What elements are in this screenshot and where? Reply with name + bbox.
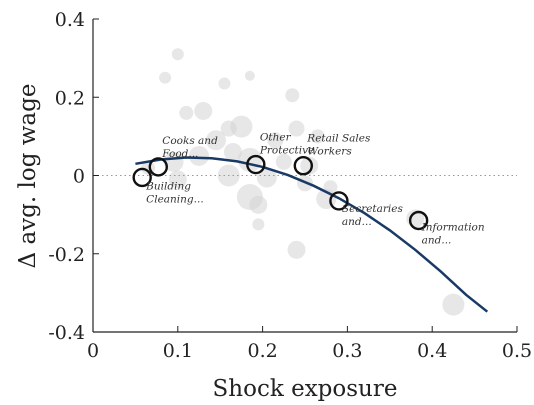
background-point-19 [300, 156, 319, 175]
fit-curve [135, 156, 489, 313]
background-point-6 [179, 105, 194, 120]
highlighted-point-3 [293, 156, 314, 176]
x-tick-label-5: 0.5 [502, 340, 532, 362]
background-point-4 [285, 88, 300, 103]
x-tick-label-1: 0.1 [163, 340, 193, 362]
background-point-18 [275, 153, 292, 170]
x-axis-title: Shock exposure [213, 376, 398, 402]
y-tick-label-3: 0.2 [55, 87, 85, 109]
annotation-layer: Building Cleaning... Cooks and Food... Other… [145, 132, 485, 247]
background-point-10 [310, 129, 325, 144]
highlighted-point-2 [246, 154, 266, 175]
background-point-5 [194, 101, 213, 120]
background-point-7 [230, 115, 253, 138]
x-tick-label-4: 0.4 [417, 340, 447, 362]
point-label-0: Building Cleaning... [145, 180, 203, 205]
y-tick-label-1: -0.2 [48, 244, 85, 266]
x-tick-label-2: 0.2 [247, 340, 277, 362]
y-ticks: -0.4 -0.2 0 0.2 0.4 [48, 9, 99, 344]
background-point-13 [223, 143, 242, 162]
x-tick-label-3: 0.3 [332, 340, 362, 362]
highlighted-points-layer [132, 154, 429, 231]
background-point-14 [189, 145, 209, 166]
background-point-2 [244, 70, 255, 81]
y-tick-label-2: 0 [73, 166, 85, 188]
point-label-5: Information and... [421, 221, 485, 246]
background-point-3 [218, 77, 231, 90]
point-label-3: Retail Sales Workers [306, 133, 371, 158]
background-point-0 [171, 48, 184, 61]
point-label-2: Other Protective [259, 132, 314, 157]
highlighted-point-0 [132, 167, 152, 188]
background-point-27 [323, 180, 338, 195]
y-axis-title: Δ avg. log wage [15, 84, 41, 269]
point-label-4: Secretaries and... [342, 203, 404, 228]
background-point-31 [442, 293, 465, 316]
background-point-22 [168, 170, 187, 189]
background-point-28 [252, 218, 265, 231]
x-ticks: 0 0.1 0.2 0.3 0.4 0.5 [87, 326, 532, 362]
point-label-1: Cooks and Food... [161, 135, 218, 160]
background-point-12 [267, 132, 284, 149]
y-tick-label-4: 0.4 [55, 9, 85, 31]
highlighted-point-5 [408, 210, 429, 231]
background-point-9 [288, 120, 305, 137]
background-point-29 [287, 240, 306, 259]
background-point-1 [159, 71, 172, 84]
y-tick-label-0: -0.4 [48, 322, 85, 344]
highlighted-point-4 [329, 191, 349, 211]
background-point-15 [163, 151, 184, 172]
background-point-25 [249, 195, 268, 214]
background-point-21 [256, 167, 277, 188]
highlighted-point-1 [148, 157, 168, 177]
background-point-11 [205, 130, 226, 151]
background-point-8 [220, 120, 237, 137]
x-tick-label-0: 0 [87, 340, 99, 362]
